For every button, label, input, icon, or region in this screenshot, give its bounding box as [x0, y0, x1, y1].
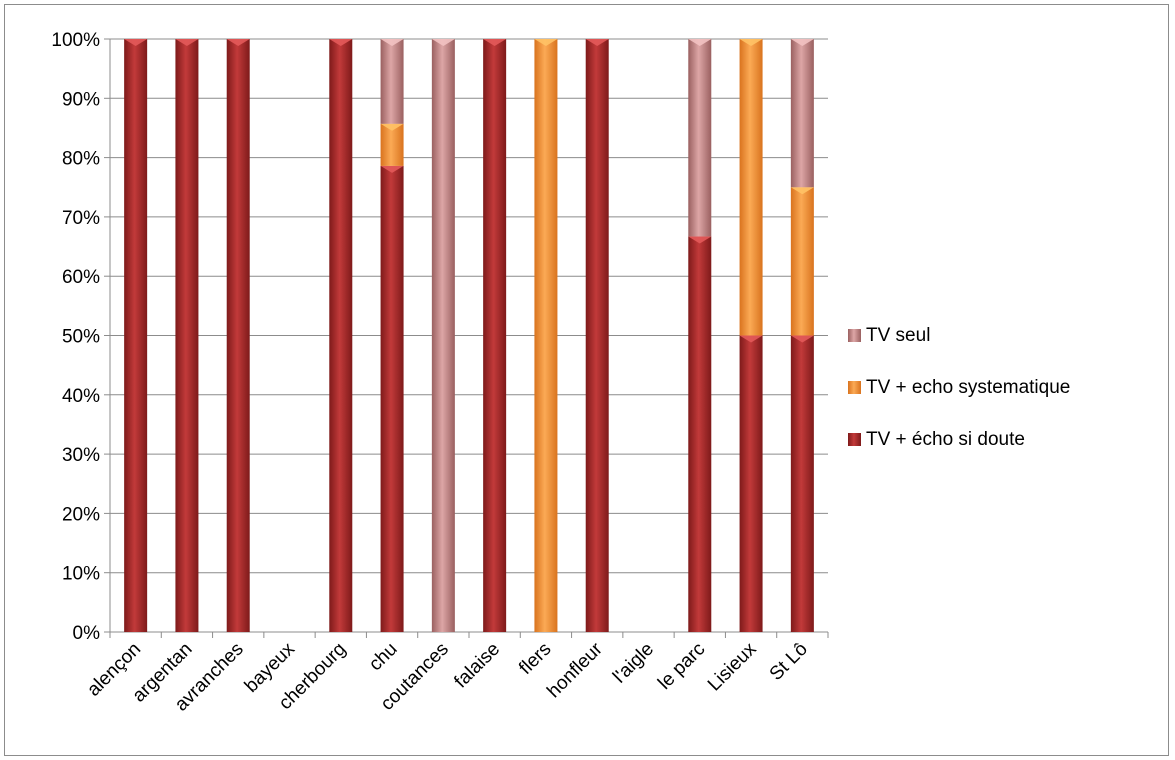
bar-segment-cap: [688, 236, 712, 244]
bar-segment-cap: [380, 123, 404, 131]
bar-segment-cap: [790, 335, 814, 343]
chart-frame: 0% 10% 20% 30% 40% 50% 60% 70% 80% 90% 100% alenço…: [4, 4, 1169, 756]
bar-segment-cap: [329, 39, 353, 46]
bar-segment-cap: [585, 39, 609, 46]
y-tick-label: 100%: [51, 30, 100, 51]
x-tick-label: le parc: [654, 639, 709, 694]
bar-segment: [380, 39, 404, 124]
gridlines: [110, 38, 828, 633]
bar-segment: [534, 39, 558, 632]
legend-swatch: [848, 329, 861, 342]
bar-segment-cap: [790, 187, 814, 195]
bar-segment-cap: [534, 39, 558, 46]
y-tick-label: 40%: [62, 386, 100, 407]
bar-segment: [585, 39, 609, 632]
x-tick-label: l'aigle: [609, 639, 658, 688]
bar-segment-cap: [739, 335, 763, 343]
legend-swatch: [848, 381, 861, 394]
legend-swatch: [848, 433, 861, 446]
bar-segment-cap: [739, 39, 763, 46]
bar-segment: [380, 165, 404, 633]
bar-segment-cap: [380, 165, 404, 173]
bar-segment: [329, 39, 353, 632]
bar-segment-cap: [175, 39, 199, 46]
bar-segment-cap: [380, 39, 404, 46]
legend-label: TV + echo systematique: [866, 377, 1070, 398]
bar-segment: [688, 236, 712, 632]
y-tick-label: 20%: [62, 504, 100, 525]
y-tick-label: 30%: [62, 445, 100, 466]
x-tick-label: flers: [515, 639, 555, 679]
bar-segment: [790, 187, 814, 336]
y-tick-label: 80%: [62, 149, 100, 170]
x-tick-label: falaise: [450, 639, 504, 693]
bar-segment: [431, 39, 455, 632]
bar-segment-cap: [790, 39, 814, 46]
x-tick-label: St Lô: [766, 639, 812, 685]
bars: [124, 39, 814, 633]
y-tick-label: 50%: [62, 327, 100, 348]
axes: [104, 38, 829, 638]
bar-segment: [688, 39, 712, 237]
y-tick-label: 90%: [62, 89, 100, 110]
bar-segment: [483, 39, 507, 632]
bar-segment-cap: [688, 39, 712, 46]
bar-segment: [790, 39, 814, 188]
y-tick-label: 0%: [73, 623, 101, 644]
x-tick-label: Lisieux: [704, 638, 761, 695]
bar-segment-cap: [483, 39, 507, 46]
bar-segment: [380, 123, 404, 166]
y-tick-label: 10%: [62, 564, 100, 585]
legend-label: TV seul: [866, 325, 930, 346]
bar-segment: [739, 39, 763, 336]
bar-segment-cap: [226, 39, 250, 46]
legend-label: TV + écho si doute: [866, 429, 1025, 450]
y-tick-label: 70%: [62, 208, 100, 229]
stacked-bar-chart: 0% 10% 20% 30% 40% 50% 60% 70% 80% 90% 100% alenço…: [51, 30, 1070, 716]
bar-segment: [175, 39, 199, 632]
bar-segment-cap: [431, 39, 455, 46]
bar-segment: [226, 39, 250, 632]
x-tick-label: chu: [365, 639, 402, 676]
y-axis-ticks: 0% 10% 20% 30% 40% 50% 60% 70% 80% 90% 100%: [51, 30, 100, 644]
bar-segment: [790, 335, 814, 632]
y-tick-label: 60%: [62, 267, 100, 288]
bar-segment-cap: [124, 39, 148, 46]
bar-segment: [739, 335, 763, 632]
bar-segment: [124, 39, 148, 632]
legend: TV seul TV + echo systematique TV + écho s…: [848, 325, 1070, 450]
x-tick-label: honfleur: [543, 638, 607, 702]
